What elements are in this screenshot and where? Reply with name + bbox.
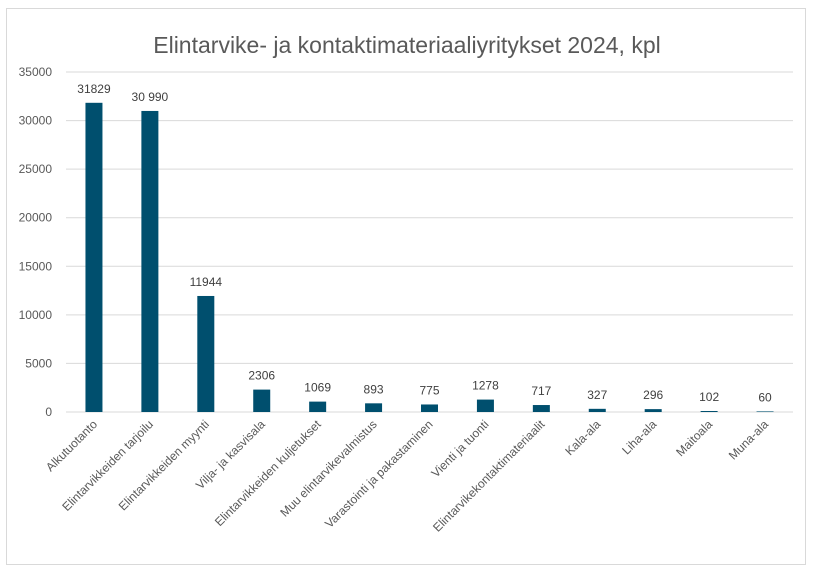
y-axis-ticks: 0 5000 10000 15000 20000 25000 30000 35000 — [19, 65, 53, 419]
bar-chart: Elintarvike- ja kontaktimateriaaliyrityk… — [19, 32, 793, 535]
y-tick-label: 25000 — [19, 162, 53, 176]
data-label: 296 — [643, 388, 663, 402]
data-label: 1278 — [472, 379, 499, 393]
chart-frame: Elintarvike- ja kontaktimateriaaliyrityk… — [6, 8, 806, 565]
chart-title: Elintarvike- ja kontaktimateriaaliyrityk… — [153, 32, 660, 58]
bar — [700, 411, 718, 412]
bar — [588, 408, 606, 412]
bar — [756, 411, 774, 413]
data-label: 1069 — [304, 381, 331, 395]
data-label: 775 — [419, 383, 439, 397]
x-category-label: Elintarvikkeiden myynti — [116, 417, 212, 513]
data-label: 102 — [699, 390, 719, 404]
x-category-label: Alkutuotanto — [43, 417, 100, 474]
x-category-label: Kala-ala — [562, 417, 603, 458]
y-tick-label: 10000 — [19, 308, 53, 322]
data-label: 30 990 — [132, 90, 169, 104]
bars — [85, 102, 774, 413]
bar — [309, 401, 327, 412]
x-category-label: Vienti ja tuonti — [428, 417, 491, 480]
x-category-label: Maitoala — [673, 417, 715, 459]
data-label: 11944 — [190, 275, 223, 289]
bar — [476, 399, 494, 412]
y-tick-label: 20000 — [19, 211, 53, 225]
bar — [85, 102, 103, 412]
gridlines — [66, 71, 793, 413]
data-labels: 31829 30 990 11944 2306 1069 893 775 1278 717 327… — [77, 82, 772, 405]
data-label: 60 — [758, 390, 772, 404]
x-category-label: Liha-ala — [619, 417, 659, 457]
bar — [365, 403, 383, 412]
x-category-label: Varastointi ja pakastaminen — [322, 417, 436, 531]
bar — [141, 110, 159, 412]
y-tick-label: 35000 — [19, 65, 53, 79]
x-category-label: Elintarvikkeiden tarjoilu — [59, 417, 156, 514]
x-category-label: Elintarvikkeiden kuljetukset — [212, 417, 324, 529]
bar — [253, 389, 271, 412]
x-category-label: Muu elintarvikevalmistus — [277, 417, 379, 519]
bar — [644, 409, 662, 412]
data-label: 717 — [531, 384, 551, 398]
bar — [197, 295, 215, 412]
x-category-label: Muna-ala — [726, 417, 772, 463]
y-tick-label: 30000 — [19, 114, 53, 128]
data-label: 893 — [364, 382, 384, 396]
data-label: 31829 — [77, 82, 111, 96]
y-tick-label: 15000 — [19, 259, 53, 273]
y-tick-label: 5000 — [25, 356, 52, 370]
bar — [532, 405, 550, 412]
data-label: 2306 — [248, 369, 275, 383]
x-category-label: Elintarvikekontaktimateriaalit — [430, 417, 548, 535]
bar — [421, 404, 438, 412]
y-tick-label: 0 — [45, 405, 52, 419]
data-label: 327 — [587, 388, 607, 402]
